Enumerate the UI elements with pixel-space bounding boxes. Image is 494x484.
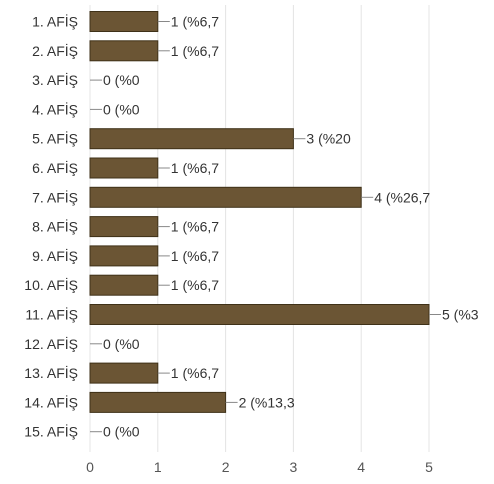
- category-label: 5. AFİŞ: [32, 130, 78, 147]
- data-label: 1 (%6,7: [171, 365, 219, 381]
- bar: [89, 216, 159, 238]
- data-label: 1 (%6,7: [171, 43, 219, 59]
- bar: [89, 245, 159, 267]
- category-label: 12. AFİŞ: [24, 335, 78, 352]
- x-axis-ticks: 0 1 2 3 4 5: [86, 459, 433, 475]
- data-label: 1 (%6,7: [171, 219, 219, 235]
- category-label: 1. AFİŞ: [32, 13, 78, 30]
- data-label: 1 (%6,7: [171, 160, 219, 176]
- bar: [89, 11, 159, 32]
- category-label: 4. AFİŞ: [32, 100, 78, 117]
- data-label: 0 (%0: [103, 101, 140, 117]
- x-tick-label: 1: [154, 459, 162, 475]
- x-tick-label: 0: [86, 459, 94, 475]
- bar: [89, 274, 159, 296]
- data-label: 1 (%6,7: [171, 248, 219, 264]
- data-labels: 1 (%6,7 1 (%6,7 0 (%0 0 (%0 3 (%20 1 (%6,7 4 (…: [90, 14, 479, 440]
- bar: [89, 40, 159, 62]
- category-labels: 1. AFİŞ 2. AFİŞ 3. AFİŞ 4. AFİŞ 5. AFİŞ 6. AF…: [24, 13, 78, 440]
- category-label: 14. AFİŞ: [24, 393, 78, 410]
- category-label: 6. AFİŞ: [32, 159, 78, 176]
- data-label: 1 (%6,7: [171, 277, 219, 293]
- category-label: 11. AFİŞ: [25, 306, 78, 323]
- category-label: 3. AFİŞ: [32, 71, 78, 88]
- bar: [89, 304, 430, 325]
- category-label: 7. AFİŞ: [32, 188, 78, 205]
- bar: [89, 362, 159, 384]
- data-label: 3 (%20: [306, 131, 351, 147]
- data-label: 1 (%6,7: [171, 14, 219, 30]
- data-label: 0 (%0: [103, 72, 140, 88]
- data-label: 0 (%0: [103, 424, 140, 440]
- bar: [89, 128, 294, 150]
- bar: [89, 186, 362, 208]
- data-label: 2 (%13,3: [239, 394, 295, 410]
- category-label: 10. AFİŞ: [24, 276, 78, 293]
- category-label: 13. AFİŞ: [24, 364, 78, 381]
- category-label: 15. AFİŞ: [24, 423, 78, 440]
- data-label: 4 (%26,7: [374, 189, 430, 205]
- data-label: 0 (%0: [103, 336, 140, 352]
- category-label: 2. AFİŞ: [32, 42, 78, 59]
- bars: [89, 11, 430, 413]
- x-tick-label: 2: [222, 459, 230, 475]
- category-label: 8. AFİŞ: [32, 218, 78, 235]
- category-label: 9. AFİŞ: [32, 247, 78, 264]
- bar: [89, 391, 227, 413]
- data-label: 5 (%3: [442, 307, 479, 323]
- x-tick-label: 4: [357, 459, 365, 475]
- x-tick-label: 5: [425, 459, 433, 475]
- bar: [89, 157, 159, 179]
- x-tick-label: 3: [290, 459, 298, 475]
